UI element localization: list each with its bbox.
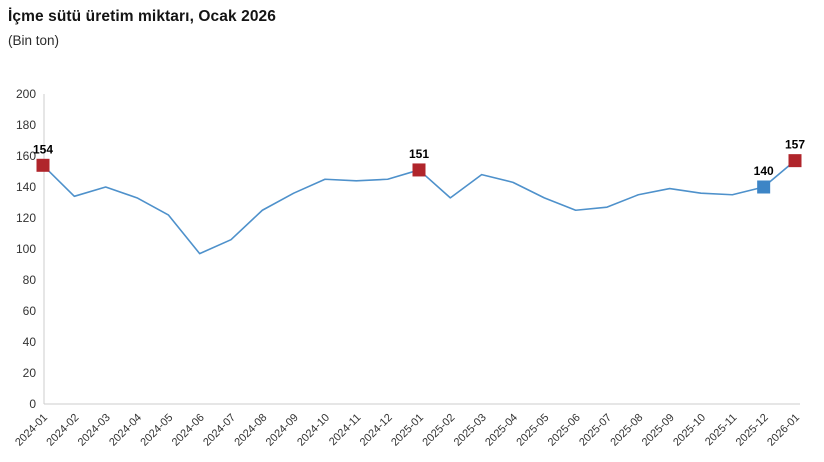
- y-axis-tick-label: 120: [16, 211, 36, 225]
- data-point-label-2025-12: 140: [754, 164, 774, 178]
- x-axis-tick-label: 2024-05: [138, 412, 175, 449]
- x-axis-tick-label: 2025-08: [608, 412, 645, 449]
- y-axis-tick-label: 200: [16, 87, 36, 101]
- x-axis-tick-label: 2024-06: [170, 412, 207, 449]
- y-axis-tick-label: 100: [16, 242, 36, 256]
- x-axis-tick-label: 2025-11: [703, 412, 739, 448]
- x-axis-tick-label: 2024-11: [327, 412, 363, 448]
- data-point-marker-2024-01[interactable]: [36, 158, 50, 172]
- x-axis-tick-label: 2025-06: [546, 412, 583, 449]
- y-axis-tick-label: 60: [23, 304, 37, 318]
- x-axis-tick-label: 2024-09: [264, 412, 301, 449]
- chart-subtitle: (Bin ton): [8, 33, 60, 48]
- x-axis-tick-label: 2024-04: [107, 412, 144, 449]
- x-axis-tick-label: 2024-03: [76, 412, 113, 449]
- data-point-marker-2025-12[interactable]: [757, 180, 771, 194]
- x-axis-tick-label: 2025-01: [389, 412, 426, 449]
- y-axis-tick-label: 180: [16, 118, 36, 132]
- x-axis-tick-label: 2025-02: [420, 412, 457, 449]
- y-axis-tick-label: 20: [23, 366, 37, 380]
- data-point-marker-2025-01[interactable]: [412, 163, 426, 177]
- chart-title: İçme sütü üretim miktarı, Ocak 2026: [8, 8, 276, 25]
- x-axis-tick-label: 2024-01: [13, 412, 50, 449]
- x-axis-tick-label: 2025-10: [671, 412, 708, 449]
- y-axis-tick-label: 40: [23, 335, 37, 349]
- data-point-marker-2026-01[interactable]: [788, 154, 802, 168]
- x-axis-tick-label: 2025-03: [452, 412, 489, 449]
- x-axis-tick-label: 2024-02: [44, 412, 81, 449]
- x-axis-tick-label: 2024-07: [201, 412, 238, 449]
- x-axis-tick-label: 2025-05: [514, 412, 551, 449]
- x-axis-tick-label: 2024-08: [232, 412, 269, 449]
- x-axis-tick-label: 2024-10: [295, 412, 332, 449]
- x-axis-tick-label: 2025-09: [640, 412, 677, 449]
- data-point-label-2025-01: 151: [409, 147, 429, 161]
- y-axis-tick-label: 160: [16, 149, 36, 163]
- x-axis-tick-label: 2025-12: [734, 412, 771, 449]
- y-axis-tick-label: 0: [29, 397, 36, 411]
- y-axis-tick-label: 80: [23, 273, 37, 287]
- data-point-label-2024-01: 154: [33, 142, 53, 156]
- x-axis-tick-label: 2025-04: [483, 412, 520, 449]
- data-point-label-2026-01: 157: [785, 138, 805, 152]
- x-axis-tick-label: 2026-01: [765, 412, 802, 449]
- x-axis-tick-label: 2025-07: [577, 412, 614, 449]
- y-axis-tick-label: 140: [16, 180, 36, 194]
- x-axis-tick-label: 2024-12: [358, 412, 395, 449]
